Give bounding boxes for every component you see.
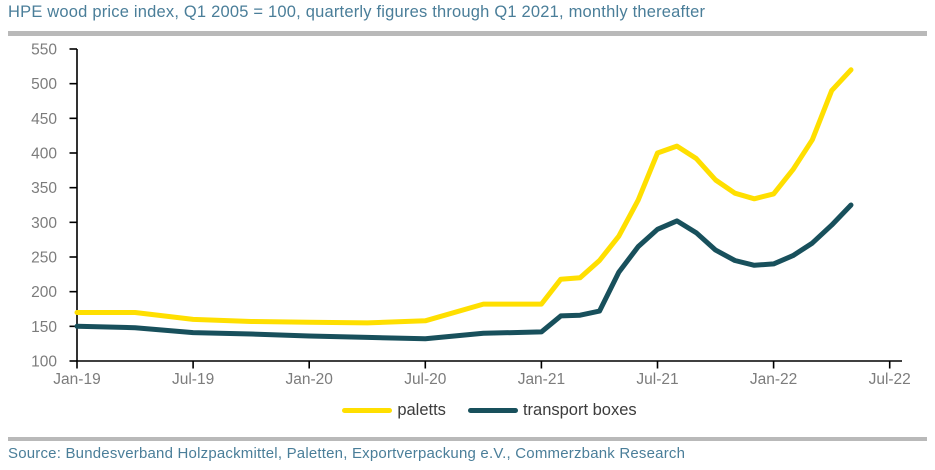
x-axis-tick-label: Jan-20: [285, 371, 333, 388]
y-axis-tick-label: 300: [31, 215, 57, 232]
legend-item-transport-boxes: transport boxes: [467, 400, 637, 420]
legend-label-transport-boxes: transport boxes: [522, 400, 637, 419]
x-axis-tick-label: Jul-20: [404, 371, 447, 388]
x-axis-tick-label: Jul-22: [869, 371, 911, 388]
chart-legend: paletts transport boxes: [77, 399, 902, 421]
y-axis-tick-label: 250: [31, 250, 57, 267]
y-axis-tick-label: 400: [31, 146, 57, 163]
legend-item-paletts: paletts: [342, 401, 446, 420]
series-transport-boxes-line: [74, 202, 854, 342]
legend-label-paletts: paletts: [397, 400, 446, 419]
y-axis-tick-label: 200: [31, 284, 57, 301]
x-axis-tick-label: Jan-21: [518, 371, 565, 388]
transport-boxes-line-swatch: [467, 407, 518, 413]
y-axis-tick-label: 500: [31, 76, 57, 93]
y-axis-tick-label: 450: [31, 111, 57, 128]
x-axis-tick-label: Jan-19: [53, 371, 100, 388]
axis-lines: [76, 49, 902, 362]
y-axis-tick-label: 550: [31, 42, 57, 59]
top-separator-rule: [8, 31, 927, 36]
bottom-separator-rule: [8, 437, 927, 441]
y-axis-tick-label: 350: [31, 180, 57, 197]
x-axis-tick-label: Jul-19: [172, 371, 214, 388]
source-attribution: Source: Bundesverband Holzpackmittel, Pa…: [8, 445, 686, 462]
y-axis-tick-label: 100: [31, 354, 57, 371]
x-axis-tick-label: Jan-22: [750, 371, 797, 388]
paletts-line-swatch: [342, 407, 393, 413]
chart-title: HPE wood price index, Q1 2005 = 100, qua…: [8, 3, 706, 21]
x-axis-tick-label: Jul-21: [636, 371, 678, 388]
series-paletts-line: [74, 67, 854, 326]
line-chart: 100 150 200 250 300 350 400 450 500 550 Jan-19 Jul-…: [31, 42, 911, 389]
y-axis-tick-label: 150: [31, 319, 57, 336]
